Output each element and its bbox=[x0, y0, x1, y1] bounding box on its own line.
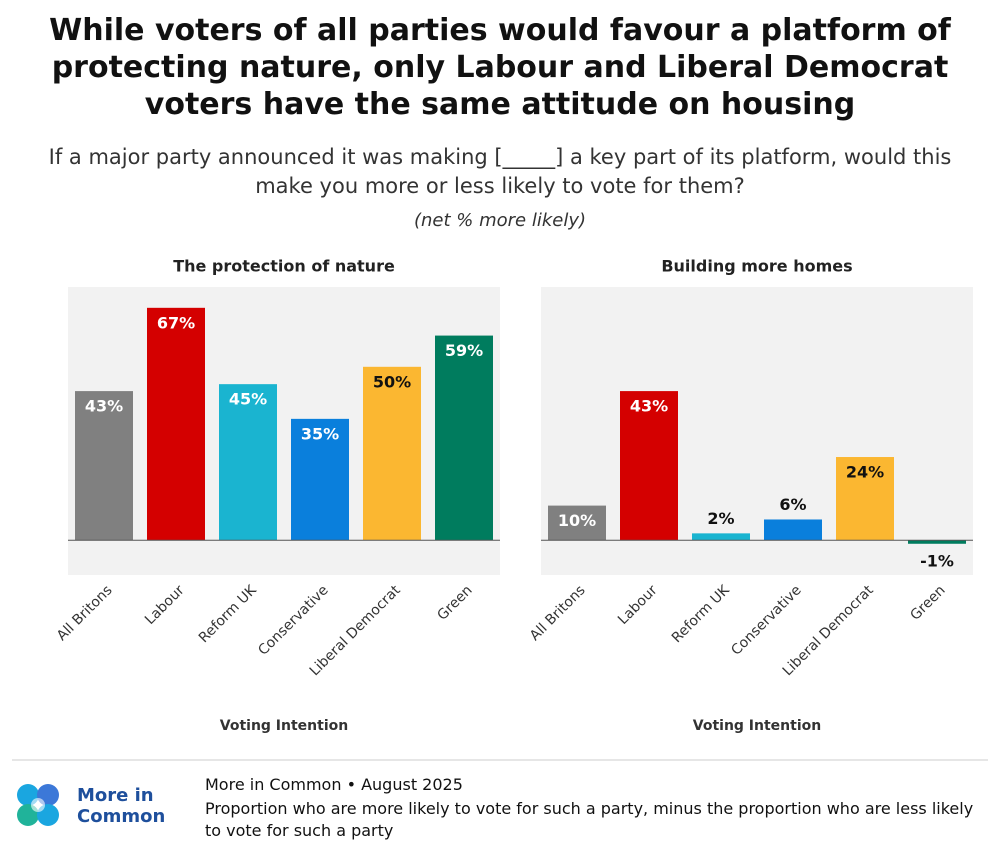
value-label: -1% bbox=[920, 551, 954, 570]
logo-text: More in Common bbox=[77, 785, 166, 827]
x-tick-label: Reform UK bbox=[669, 582, 733, 646]
bar bbox=[219, 384, 277, 541]
value-label: 6% bbox=[779, 495, 806, 514]
value-label: 2% bbox=[707, 509, 734, 528]
title: While voters of all parties would favour… bbox=[49, 13, 951, 122]
subtitle: If a major party announced it was making… bbox=[48, 145, 952, 198]
value-label: 10% bbox=[558, 511, 596, 530]
bar bbox=[291, 418, 349, 541]
value-label: 43% bbox=[630, 397, 668, 416]
panel-title: The protection of nature bbox=[173, 257, 395, 276]
bar bbox=[620, 391, 678, 541]
note: (net % more likely) bbox=[413, 210, 587, 231]
bar bbox=[435, 335, 493, 541]
value-label: 24% bbox=[846, 463, 884, 482]
bar bbox=[692, 533, 750, 541]
bar bbox=[147, 307, 205, 541]
x-axis-title: Voting Intention bbox=[220, 718, 348, 734]
panel-title: Building more homes bbox=[661, 257, 852, 276]
plot-background bbox=[68, 287, 500, 575]
bar bbox=[75, 391, 133, 541]
bar bbox=[363, 366, 421, 541]
x-tick-label: Labour bbox=[615, 582, 661, 628]
x-tick-label: Conservative bbox=[255, 582, 331, 658]
value-label: 43% bbox=[85, 397, 123, 416]
x-tick-label: Green bbox=[434, 582, 475, 623]
bar bbox=[764, 519, 822, 541]
bar bbox=[908, 540, 966, 544]
value-label: 67% bbox=[157, 313, 195, 332]
x-tick-label: All Britons bbox=[527, 582, 589, 644]
x-tick-label: Reform UK bbox=[196, 582, 260, 646]
x-tick-label: All Britons bbox=[54, 582, 116, 644]
x-tick-label: Labour bbox=[142, 582, 188, 628]
logo-mark bbox=[17, 784, 59, 826]
bar bbox=[836, 457, 894, 541]
source: More in Common • August 2025 bbox=[205, 775, 463, 794]
value-label: 50% bbox=[373, 372, 411, 391]
value-label: 59% bbox=[445, 341, 483, 360]
plot-background bbox=[541, 287, 973, 575]
x-tick-label: Conservative bbox=[728, 582, 804, 658]
bar bbox=[548, 505, 606, 541]
footer-note: Proportion who are more likely to vote f… bbox=[205, 799, 974, 840]
value-label: 35% bbox=[301, 424, 339, 443]
value-label: 45% bbox=[229, 390, 267, 409]
x-axis-title: Voting Intention bbox=[693, 718, 821, 734]
x-tick-label: Green bbox=[907, 582, 948, 623]
